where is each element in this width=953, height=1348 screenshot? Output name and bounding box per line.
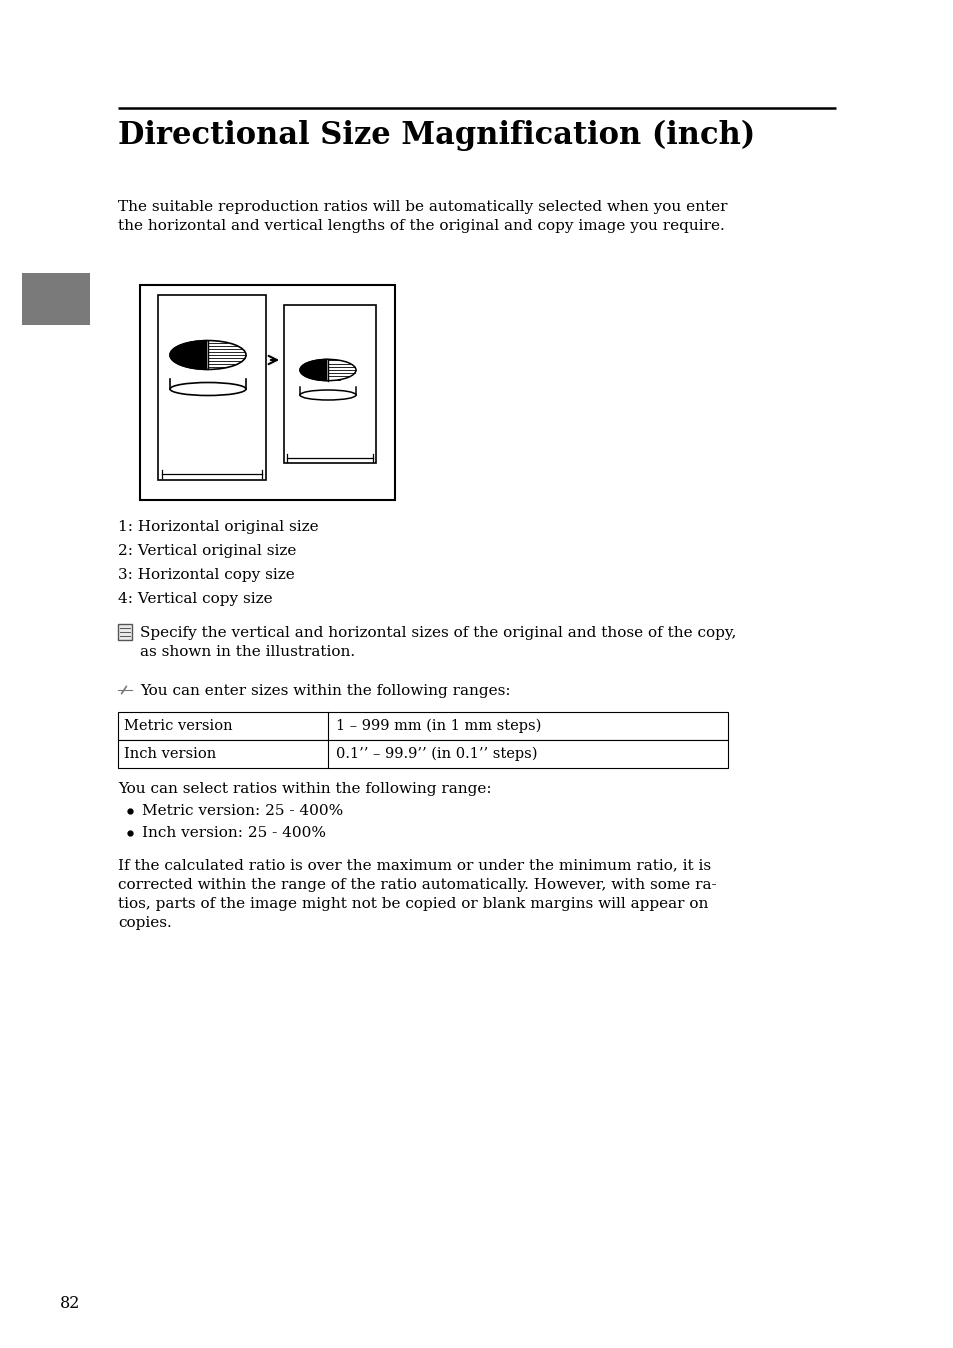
Text: Metric version: Metric version	[124, 718, 233, 733]
FancyArrowPatch shape	[121, 686, 127, 694]
Text: 1: Horizontal original size: 1: Horizontal original size	[118, 520, 318, 534]
Polygon shape	[299, 360, 328, 380]
Text: 2: Vertical original size: 2: Vertical original size	[118, 545, 296, 558]
Bar	[140, 284, 395, 500]
Polygon shape	[170, 341, 208, 369]
Text: 3: Horizontal copy size: 3: Horizontal copy size	[118, 568, 294, 582]
Bar	[22, 274, 90, 325]
Bar	[118, 712, 727, 740]
Text: The suitable reproduction ratios will be automatically selected when you enter
t: The suitable reproduction ratios will be…	[118, 200, 727, 233]
Text: 82: 82	[60, 1295, 80, 1312]
Text: Inch version: 25 - 400%: Inch version: 25 - 400%	[142, 826, 326, 840]
Text: 1 – 999 mm (in 1 mm steps): 1 – 999 mm (in 1 mm steps)	[335, 718, 540, 733]
Bar	[158, 295, 266, 480]
Text: Directional Size Magnification (inch): Directional Size Magnification (inch)	[118, 120, 755, 151]
Text: You can select ratios within the following range:: You can select ratios within the followi…	[118, 782, 491, 797]
Ellipse shape	[299, 390, 355, 400]
Polygon shape	[328, 360, 355, 380]
Ellipse shape	[170, 383, 246, 395]
Text: Specify the vertical and horizontal sizes of the original and those of the copy,: Specify the vertical and horizontal size…	[140, 625, 736, 659]
Text: Metric version: 25 - 400%: Metric version: 25 - 400%	[142, 803, 343, 818]
Text: If the calculated ratio is over the maximum or under the minimum ratio, it is
co: If the calculated ratio is over the maxi…	[118, 857, 716, 930]
Text: Inch version: Inch version	[124, 747, 216, 762]
Text: 0.1’’ – 99.9’’ (in 0.1’’ steps): 0.1’’ – 99.9’’ (in 0.1’’ steps)	[335, 747, 537, 762]
Bar	[284, 305, 375, 462]
Bar	[118, 624, 132, 640]
Polygon shape	[208, 341, 246, 369]
Text: 4: Vertical copy size: 4: Vertical copy size	[118, 592, 273, 607]
Bar	[118, 740, 727, 768]
Text: You can enter sizes within the following ranges:: You can enter sizes within the following…	[140, 683, 510, 698]
